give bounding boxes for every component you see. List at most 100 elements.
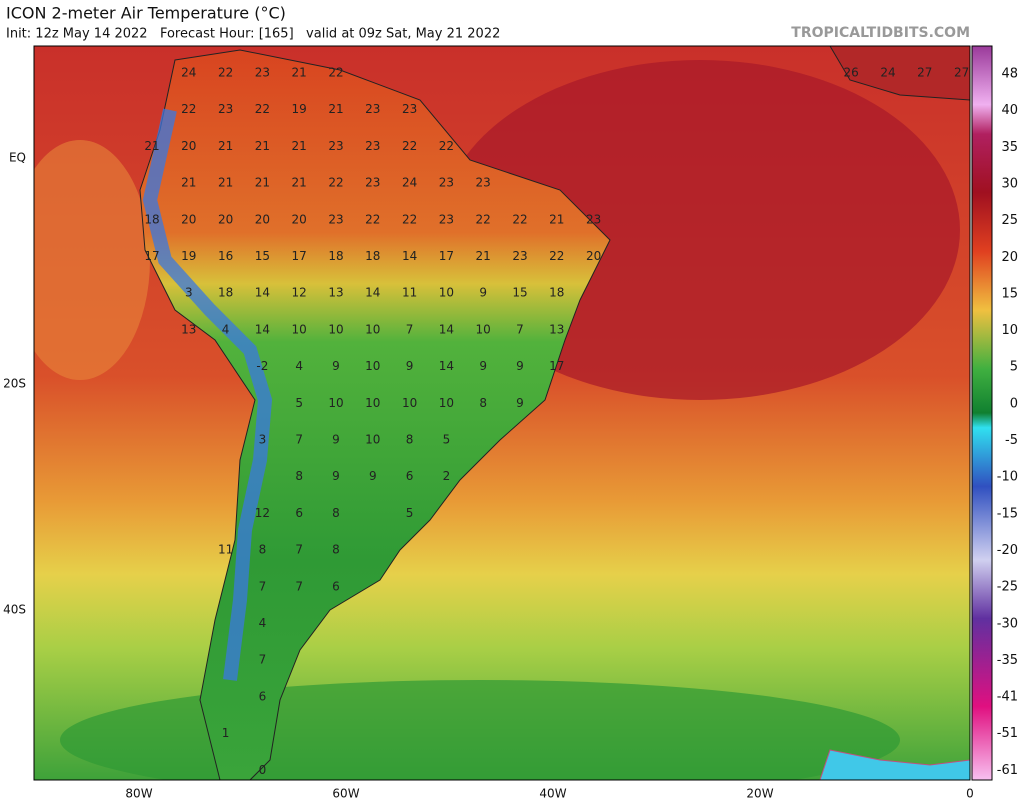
temperature-label: 17	[439, 249, 454, 263]
southern-ocean	[60, 680, 900, 780]
lon-label: 80W	[125, 787, 152, 800]
temperature-label: 20	[181, 212, 196, 226]
temperature-label: 22	[365, 212, 380, 226]
temperature-label: 23	[439, 212, 454, 226]
temperature-label: 10	[328, 396, 343, 410]
temperature-label: 7	[295, 433, 303, 447]
temperature-label: 23	[476, 176, 491, 190]
temperature-label: 15	[512, 286, 527, 300]
temperature-label: 9	[332, 469, 340, 483]
temperature-label: 23	[365, 139, 380, 153]
temperature-label: 24	[880, 66, 895, 80]
temperature-label: 21	[328, 102, 343, 116]
colorbar-label: -35	[997, 653, 1018, 668]
temperature-label: 21	[218, 176, 233, 190]
temperature-label: 10	[402, 396, 417, 410]
pacific-zone	[34, 140, 150, 380]
title: ICON 2-meter Air Temperature (°C)	[6, 4, 286, 23]
temperature-label: 17	[292, 249, 307, 263]
temperature-label: 6	[295, 506, 303, 520]
temperature-label: 21	[181, 176, 196, 190]
temperature-label: 21	[218, 139, 233, 153]
temperature-label: 21	[549, 212, 564, 226]
colorbar-label: 25	[1001, 213, 1018, 228]
colorbar-label: 20	[1001, 250, 1018, 265]
temperature-label: 23	[365, 102, 380, 116]
temperature-label: 23	[586, 212, 601, 226]
temperature-label: 21	[255, 176, 270, 190]
temperature-label: 20	[218, 212, 233, 226]
temperature-label: 14	[402, 249, 417, 263]
temperature-label: 10	[328, 322, 343, 336]
temperature-label: 9	[516, 359, 524, 373]
temperature-label: 20	[255, 212, 270, 226]
temperature-label: 21	[292, 66, 307, 80]
temperature-label: 7	[259, 579, 267, 593]
temperature-label: 20	[181, 139, 196, 153]
colorbar-label: -10	[997, 470, 1018, 485]
temperature-label: 22	[439, 139, 454, 153]
temperature-label: 6	[259, 689, 267, 703]
temperature-label: 22	[255, 102, 270, 116]
temperature-label: 9	[479, 359, 487, 373]
temperature-label: 11	[402, 286, 417, 300]
temperature-label: 18	[549, 286, 564, 300]
temperature-label: 3	[259, 433, 267, 447]
subtitle: Init: 12z May 14 2022 Forecast Hour: [16…	[6, 27, 500, 42]
temperature-label: 21	[144, 139, 159, 153]
temperature-label: 8	[259, 543, 267, 557]
south-america	[139, 49, 611, 780]
colorbar-label: 40	[1001, 103, 1018, 118]
lat-label: EQ	[9, 151, 26, 165]
lon-label: 40W	[539, 787, 566, 800]
temperature-label: 23	[512, 249, 527, 263]
temperature-label: 13	[181, 322, 196, 336]
andes	[142, 108, 273, 681]
temperature-label: 6	[406, 469, 414, 483]
temperature-label: 4	[259, 616, 267, 630]
map-frame	[33, 45, 971, 781]
temperature-label: 19	[181, 249, 196, 263]
temperature-label: -2	[256, 359, 268, 373]
map	[34, 46, 970, 780]
temperature-label: 19	[292, 102, 307, 116]
temperature-label: 10	[476, 322, 491, 336]
temperature-label: 4	[222, 322, 230, 336]
colorbar-label: -61	[997, 763, 1018, 778]
temperature-label: 8	[406, 433, 414, 447]
temperature-label: 26	[844, 66, 859, 80]
temperature-label: 7	[295, 579, 303, 593]
temperature-label: 13	[328, 286, 343, 300]
colorbar-label: -30	[997, 616, 1018, 631]
temperature-label: 14	[255, 322, 270, 336]
colorbar-label: -51	[997, 726, 1018, 741]
temperature-label: 11	[218, 543, 233, 557]
temperature-label: 7	[259, 653, 267, 667]
temperature-label: 9	[516, 396, 524, 410]
temperature-label: 16	[218, 249, 233, 263]
temperature-label: 23	[439, 176, 454, 190]
temperature-label: 9	[369, 469, 377, 483]
temperature-label: 12	[255, 506, 270, 520]
temperature-label: 22	[328, 176, 343, 190]
temperature-label: 21	[292, 176, 307, 190]
temperature-label: 9	[332, 359, 340, 373]
temperature-label: 2	[443, 469, 451, 483]
temperature-label: 18	[328, 249, 343, 263]
temperature-label: 14	[255, 286, 270, 300]
temperature-label: 20	[586, 249, 601, 263]
colorbar-label: 30	[1001, 176, 1018, 191]
lat-label: 20S	[3, 377, 26, 391]
temperature-label: 10	[439, 286, 454, 300]
temperature-label: 10	[365, 359, 380, 373]
temperature-label: 10	[439, 396, 454, 410]
temperature-label: 24	[402, 176, 417, 190]
temperature-label: 21	[292, 139, 307, 153]
temperature-label: 24	[181, 66, 196, 80]
temperature-label: 22	[181, 102, 196, 116]
temperature-label: 27	[954, 66, 969, 80]
lon-label: 20W	[746, 787, 773, 800]
temperature-label: 14	[365, 286, 380, 300]
temperature-label: 23	[365, 176, 380, 190]
